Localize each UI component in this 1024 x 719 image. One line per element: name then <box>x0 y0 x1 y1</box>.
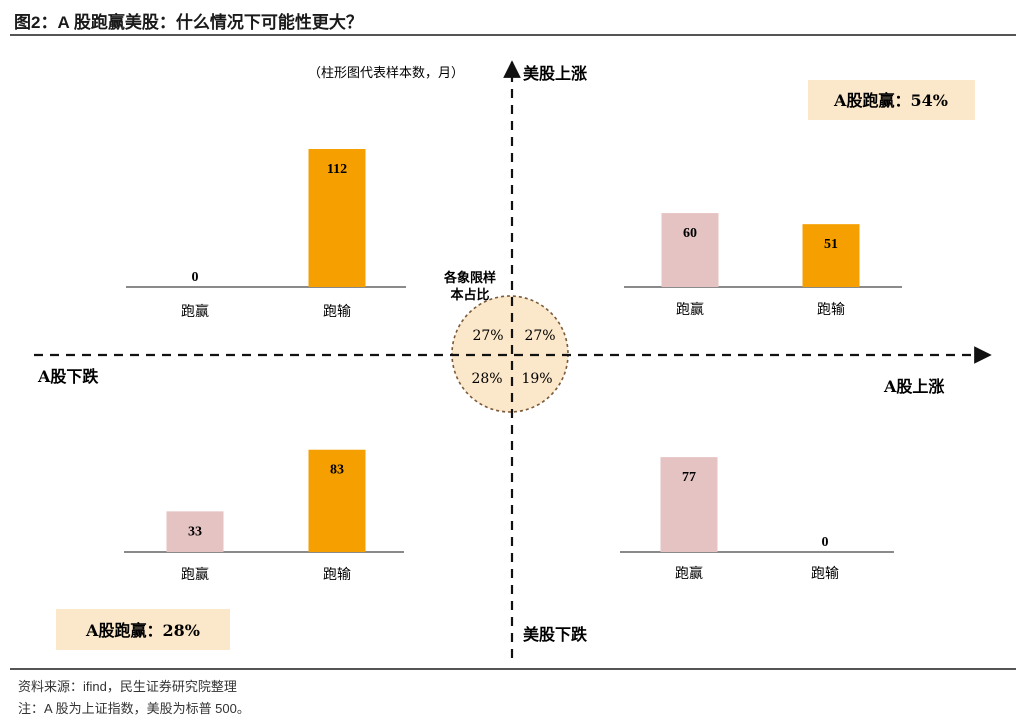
category-label-bottom-left-1: 跑输 <box>323 567 351 583</box>
chart-subtitle: （柱形图代表样本数，月） <box>308 66 464 81</box>
bar-bottom-left-0 <box>166 511 224 552</box>
x-left-label: A股下跌 <box>37 367 99 386</box>
y-top-label: 美股上涨 <box>523 64 587 83</box>
bars-layer: 0 跑赢 112 跑输 60 跑赢 51 跑输 33 跑赢 83 跑输 77 跑赢 0 跑输 <box>124 149 902 583</box>
value-label-bottom-left-0: 33 <box>188 524 202 539</box>
bar-top-left-1 <box>308 149 366 287</box>
share-bottom-left: 28% <box>471 371 502 387</box>
bar-bottom-left-1 <box>308 449 366 552</box>
value-label-bottom-right-0: 77 <box>682 470 696 485</box>
circle-label-1: 各象限样 <box>443 270 496 286</box>
category-label-bottom-right-0: 跑赢 <box>675 565 703 582</box>
callout-top-right: A股跑赢：54% <box>833 91 948 110</box>
footnote: 注：A 股为上证指数，美股为标普 500。 <box>18 701 250 716</box>
callout-bottom-left: A股跑赢：28% <box>85 621 200 640</box>
value-label-top-left-1: 112 <box>327 162 347 177</box>
y-bottom-label: 美股下跌 <box>523 625 588 644</box>
callout-top-right-box <box>808 80 975 120</box>
value-label-top-right-0: 60 <box>683 226 697 241</box>
share-top-right: 27% <box>524 328 555 344</box>
category-label-bottom-right-1: 跑输 <box>811 566 839 582</box>
bottom-rule <box>10 668 1016 670</box>
top-rule <box>10 34 1016 36</box>
share-bottom-right: 19% <box>521 371 552 387</box>
bar-bottom-right-0 <box>660 457 718 552</box>
figure-title: 图2：A 股跑赢美股：什么情况下可能性更大？ <box>14 13 363 32</box>
category-label-top-right-0: 跑赢 <box>676 301 704 318</box>
callout-bottom-left-box <box>56 609 230 650</box>
category-label-top-left-0: 跑赢 <box>181 303 209 320</box>
bar-top-right-0 <box>661 213 719 287</box>
value-label-top-left-0: 0 <box>192 270 199 285</box>
category-label-bottom-left-0: 跑赢 <box>181 566 209 583</box>
share-top-left: 27% <box>472 328 503 344</box>
category-label-top-left-1: 跑输 <box>323 304 351 320</box>
bar-top-right-1 <box>802 224 860 287</box>
value-label-top-right-1: 51 <box>824 237 838 252</box>
category-label-top-right-1: 跑输 <box>817 302 845 318</box>
x-right-label: A股上涨 <box>883 377 944 396</box>
value-label-bottom-right-1: 0 <box>822 535 829 550</box>
source-note: 资料来源：ifind，民生证券研究院整理 <box>18 679 237 694</box>
circle-label-2: 本占比 <box>450 287 489 303</box>
value-label-bottom-left-1: 83 <box>330 463 344 478</box>
